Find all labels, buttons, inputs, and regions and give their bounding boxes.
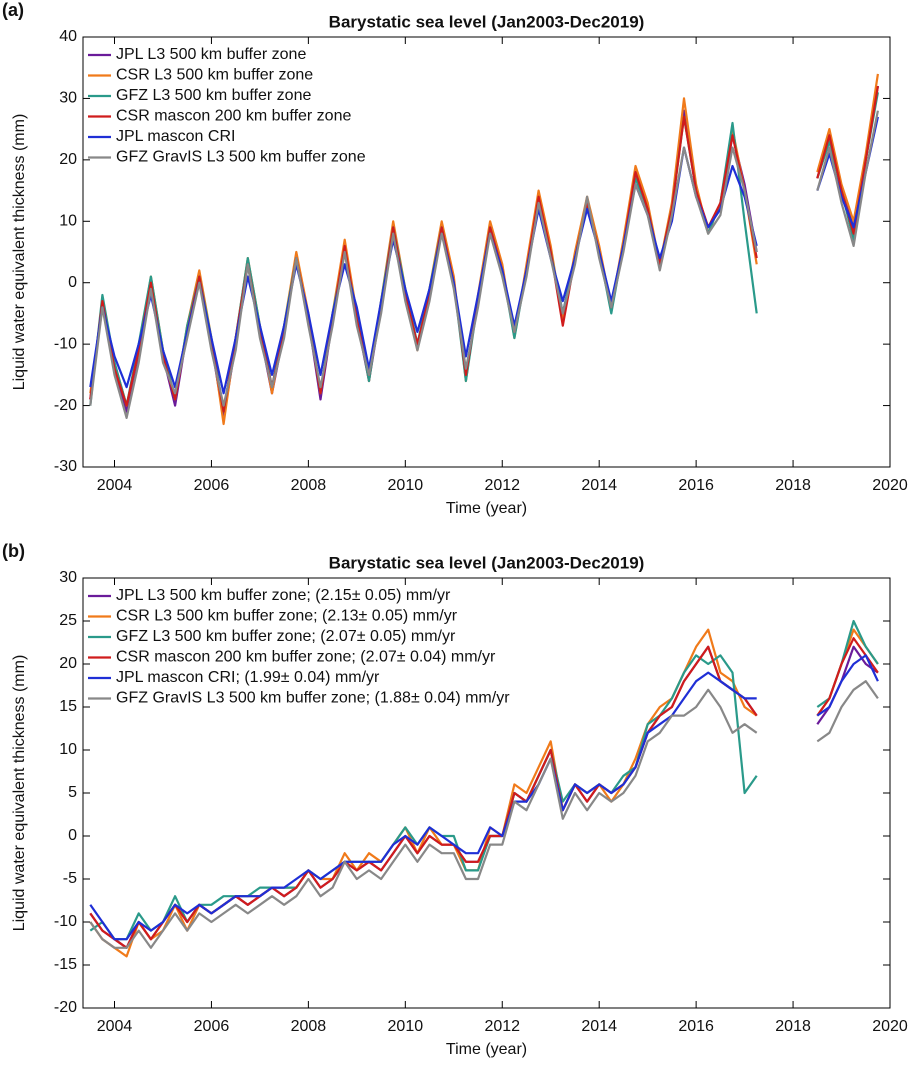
panel-label: (b) bbox=[2, 541, 25, 561]
x-tick-label: 2008 bbox=[291, 1018, 327, 1035]
series-line bbox=[89, 654, 879, 941]
plot-lines bbox=[89, 619, 879, 958]
y-tick-label: 20 bbox=[59, 655, 77, 672]
x-tick-label: 2004 bbox=[97, 1018, 133, 1035]
y-tick-label: 40 bbox=[59, 28, 77, 45]
x-tick-label: 2004 bbox=[97, 477, 133, 494]
y-tick-label: -20 bbox=[54, 999, 77, 1016]
legend-label: GFZ GravIS L3 500 km buffer zone bbox=[116, 149, 366, 166]
x-tick-label: 2008 bbox=[291, 477, 327, 494]
x-tick-label: 2016 bbox=[678, 477, 714, 494]
y-tick-label: 10 bbox=[59, 741, 77, 758]
legend-label: JPL L3 500 km buffer zone; (2.15± 0.05) … bbox=[116, 587, 451, 604]
y-tick-label: 25 bbox=[59, 612, 77, 629]
legend-label: JPL mascon CRI; (1.99± 0.04) mm/yr bbox=[116, 669, 380, 686]
x-tick-label: 2018 bbox=[775, 1018, 811, 1035]
y-tick-label: 30 bbox=[59, 569, 77, 586]
y-tick-label: 5 bbox=[68, 784, 77, 801]
x-tick-label: 2020 bbox=[872, 1018, 908, 1035]
x-tick-label: 2012 bbox=[484, 1018, 520, 1035]
y-tick-label: -15 bbox=[54, 956, 77, 973]
y-tick-label: -30 bbox=[54, 458, 77, 475]
x-tick-label: 2014 bbox=[581, 477, 617, 494]
legend-label: CSR mascon 200 km buffer zone; (2.07± 0.… bbox=[116, 649, 496, 666]
legend-label: GFZ L3 500 km buffer zone; (2.07± 0.05) … bbox=[116, 628, 456, 645]
y-tick-label: 0 bbox=[68, 274, 77, 291]
legend-label: CSR L3 500 km buffer zone; (2.13± 0.05) … bbox=[116, 608, 458, 625]
legend-label: GFZ GravIS L3 500 km buffer zone; (1.88±… bbox=[116, 690, 510, 707]
plot-lines bbox=[89, 73, 879, 426]
legend-label: GFZ L3 500 km buffer zone bbox=[116, 87, 311, 104]
x-tick-label: 2016 bbox=[678, 1018, 714, 1035]
panel: (a) Barystatic sea level (Jan2003-Dec2019… bbox=[2, 0, 908, 517]
y-axis-title: Liquid water equivalent thickness (mm) bbox=[11, 655, 28, 932]
y-tick-label: -10 bbox=[54, 335, 77, 352]
x-tick-label: 2010 bbox=[388, 477, 424, 494]
y-tick-label: -10 bbox=[54, 913, 77, 930]
plot-frame bbox=[82, 577, 891, 1009]
legend-label: JPL L3 500 km buffer zone bbox=[116, 46, 306, 63]
series-line bbox=[89, 110, 879, 419]
y-tick-label: 15 bbox=[59, 698, 77, 715]
y-tick-label: 0 bbox=[68, 827, 77, 844]
chart-title: Barystatic sea level (Jan2003-Dec2019) bbox=[329, 12, 645, 31]
y-tick-label: -5 bbox=[63, 870, 77, 887]
x-tick-label: 2020 bbox=[872, 477, 908, 494]
x-tick-label: 2006 bbox=[194, 477, 230, 494]
y-tick-label: 10 bbox=[59, 213, 77, 230]
panel: (b) Barystatic sea level (Jan2003-Dec2019… bbox=[2, 541, 908, 1058]
x-tick-label: 2012 bbox=[484, 477, 520, 494]
plot-frame bbox=[82, 36, 891, 468]
series-line bbox=[89, 680, 879, 949]
y-axis-title: Liquid water equivalent thickness (mm) bbox=[11, 114, 28, 391]
x-tick-label: 2006 bbox=[194, 1018, 230, 1035]
chart-title: Barystatic sea level (Jan2003-Dec2019) bbox=[329, 553, 645, 572]
x-tick-label: 2014 bbox=[581, 1018, 617, 1035]
legend-label: CSR L3 500 km buffer zone bbox=[116, 67, 313, 84]
panel-label: (a) bbox=[2, 0, 24, 20]
series-line bbox=[89, 73, 879, 426]
y-tick-label: 20 bbox=[59, 151, 77, 168]
x-axis-title: Time (year) bbox=[446, 1041, 527, 1058]
x-tick-label: 2018 bbox=[775, 477, 811, 494]
legend-label: JPL mascon CRI bbox=[116, 128, 235, 145]
y-tick-label: 30 bbox=[59, 90, 77, 107]
x-axis-title: Time (year) bbox=[446, 500, 527, 517]
x-tick-label: 2010 bbox=[388, 1018, 424, 1035]
y-tick-label: -20 bbox=[54, 397, 77, 414]
legend-label: CSR mascon 200 km buffer zone bbox=[116, 108, 351, 125]
